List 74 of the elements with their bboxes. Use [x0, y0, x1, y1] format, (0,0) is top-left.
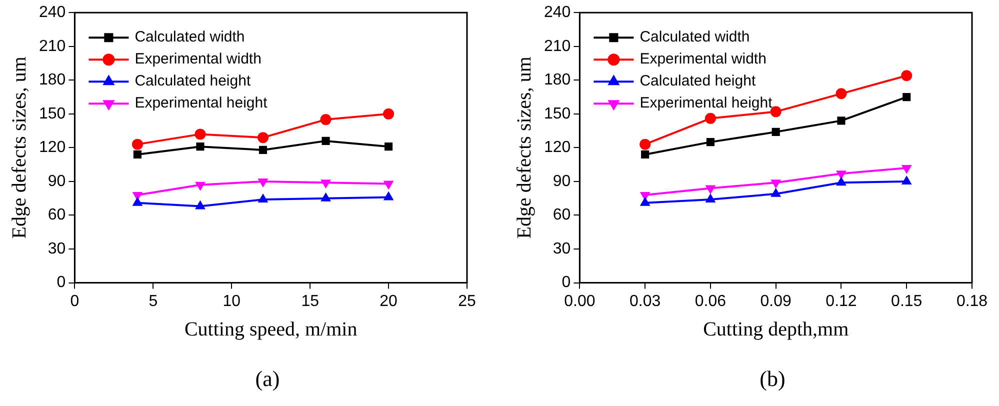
point [322, 136, 330, 145]
point [706, 138, 714, 146]
x-tick-label: 20 [380, 292, 398, 310]
y-tick-label: 120 [544, 139, 571, 156]
point [132, 197, 142, 206]
point [902, 93, 911, 102]
y-tick-label: 210 [544, 38, 571, 55]
x-axis-title: Cutting speed, m/min [184, 318, 358, 340]
y-tick-label: 150 [544, 105, 571, 122]
point [383, 108, 394, 120]
point [320, 192, 331, 202]
point [258, 132, 268, 144]
point [704, 112, 716, 124]
x-tick-label: 25 [458, 292, 476, 310]
x-tick-label: 0.06 [694, 292, 726, 310]
y-tick-label: 210 [38, 38, 66, 55]
point [901, 70, 912, 82]
legend-label: Experimental height [640, 94, 774, 112]
y-tick-label: 120 [38, 139, 66, 156]
point [194, 128, 206, 140]
legend-label: Calculated width [640, 28, 750, 46]
y-tick-label: 30 [552, 240, 571, 258]
y-tick-label: 180 [544, 72, 571, 89]
point [641, 150, 650, 158]
y-tick-label: 30 [48, 240, 66, 258]
text: (a) [254, 366, 281, 392]
x-tick-label: 5 [148, 292, 158, 310]
x-tick-label: 0.03 [630, 292, 661, 310]
y-tick-label: 90 [552, 172, 571, 190]
legend-label: Experimental width [640, 50, 766, 68]
point [771, 188, 781, 197]
legend-label: Calculated height [134, 72, 252, 90]
point [132, 138, 143, 150]
x-tick-label: 0 [70, 292, 80, 310]
y-tick-label: 0 [56, 274, 66, 292]
x-tick-label: 0.18 [956, 292, 988, 310]
point [836, 88, 847, 100]
point [258, 194, 268, 202]
point [384, 142, 393, 151]
point [258, 146, 268, 154]
y-tick-label: 0 [562, 274, 571, 292]
y-tick-label: 240 [38, 4, 66, 22]
x-tick-label: 0.15 [891, 292, 922, 310]
y-tick-label: 60 [48, 206, 66, 224]
y-tick-label: 90 [48, 172, 66, 190]
point [195, 200, 206, 210]
x-tick-label: 0.00 [564, 292, 596, 310]
point [384, 192, 394, 200]
x-axis-title: Cutting depth,mm [703, 318, 850, 340]
text: (b) [758, 366, 786, 392]
point [196, 142, 204, 151]
y-tick-label: 60 [552, 206, 571, 224]
y-tick-label: 150 [38, 105, 66, 122]
x-tick-label: 0.09 [760, 292, 792, 310]
y-axis-title: Edge defects sizes, um [8, 56, 30, 239]
point [902, 176, 912, 184]
y-axis-title: Edge defects sizes, um [513, 56, 536, 239]
legend-label: Calculated width [134, 28, 245, 46]
point [772, 128, 780, 136]
point [836, 177, 846, 186]
point [706, 194, 716, 202]
y-tick-label: 180 [38, 72, 66, 89]
legend-label: Experimental width [134, 50, 262, 68]
point [640, 197, 650, 206]
x-tick-label: 0.12 [826, 292, 857, 310]
legend-label: Experimental height [134, 94, 268, 112]
x-tick-label: 10 [222, 292, 241, 310]
point [133, 150, 142, 158]
y-tick-label: 240 [544, 4, 571, 22]
x-tick-label: 15 [301, 292, 320, 310]
point [640, 138, 651, 150]
point [837, 116, 846, 125]
point [320, 114, 332, 126]
legend-label: Calculated height [640, 72, 756, 90]
